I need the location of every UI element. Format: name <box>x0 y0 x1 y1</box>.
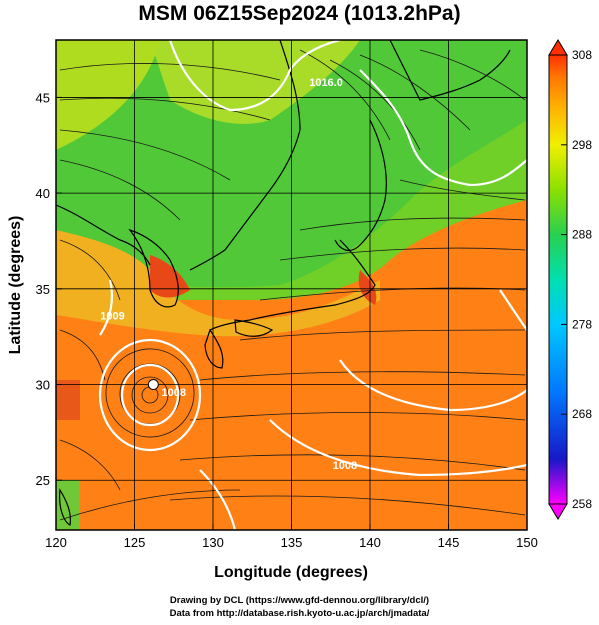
typhoon-eye <box>147 379 159 391</box>
colorbar-tick-label: 258 <box>572 497 592 511</box>
credit-data-source: Data from http://database.rish.kyoto-u.a… <box>169 608 430 619</box>
x-tick-label: 120 <box>45 535 67 550</box>
wind-streamlines <box>59 49 526 521</box>
credit-drawing: Drawing by DCL (https://www.gfd-dennou.o… <box>169 595 430 606</box>
colorbar-ticks: 308 298 288 278 268 258 <box>561 48 592 511</box>
colorbar-tick-label: 278 <box>572 317 592 331</box>
colorbar-gradient <box>548 54 568 505</box>
x-tick-label: 125 <box>124 535 146 550</box>
typhoon-center-marker <box>147 379 159 391</box>
isobar-label: 1008 <box>333 460 357 472</box>
x-axis-title: Longitude (degrees) <box>214 564 368 581</box>
y-tick-label: 25 <box>36 473 50 488</box>
isobar-label: 1008 <box>162 387 186 399</box>
y-tick-label: 30 <box>36 378 50 393</box>
colorbar-max-arrow <box>548 39 568 56</box>
y-axis-title: Latitude (degrees) <box>7 216 24 355</box>
colorbar: 308 298 288 278 268 258 <box>548 39 592 520</box>
colorbar-tick-label: 268 <box>572 407 592 421</box>
y-tick-label: 35 <box>36 282 50 297</box>
y-axis-ticks: 25 30 35 40 45 <box>36 90 62 488</box>
colorbar-tick-label: 308 <box>572 48 592 62</box>
isobar-label: 1016.0 <box>309 77 343 89</box>
colorbar-tick-label: 288 <box>572 228 592 242</box>
y-tick-label: 45 <box>36 90 50 105</box>
colorbar-tick-label: 298 <box>572 138 592 152</box>
y-tick-label: 40 <box>36 186 50 201</box>
x-tick-label: 140 <box>359 535 381 550</box>
isobar-label: 1009 <box>100 310 124 322</box>
x-tick-label: 150 <box>516 535 538 550</box>
x-tick-label: 135 <box>281 535 303 550</box>
x-axis-ticks: 120 125 130 135 140 145 150 <box>45 524 538 550</box>
x-tick-label: 130 <box>202 535 224 550</box>
colorbar-min-arrow <box>548 503 568 520</box>
coastlines <box>56 40 511 526</box>
map-title: MSM 06Z15Sep2024 (1013.2hPa) <box>138 2 461 25</box>
lat-lon-grid <box>56 40 527 530</box>
contour-labels: 1016.0 1008 1008 1009 <box>100 77 357 472</box>
x-tick-label: 145 <box>438 535 460 550</box>
